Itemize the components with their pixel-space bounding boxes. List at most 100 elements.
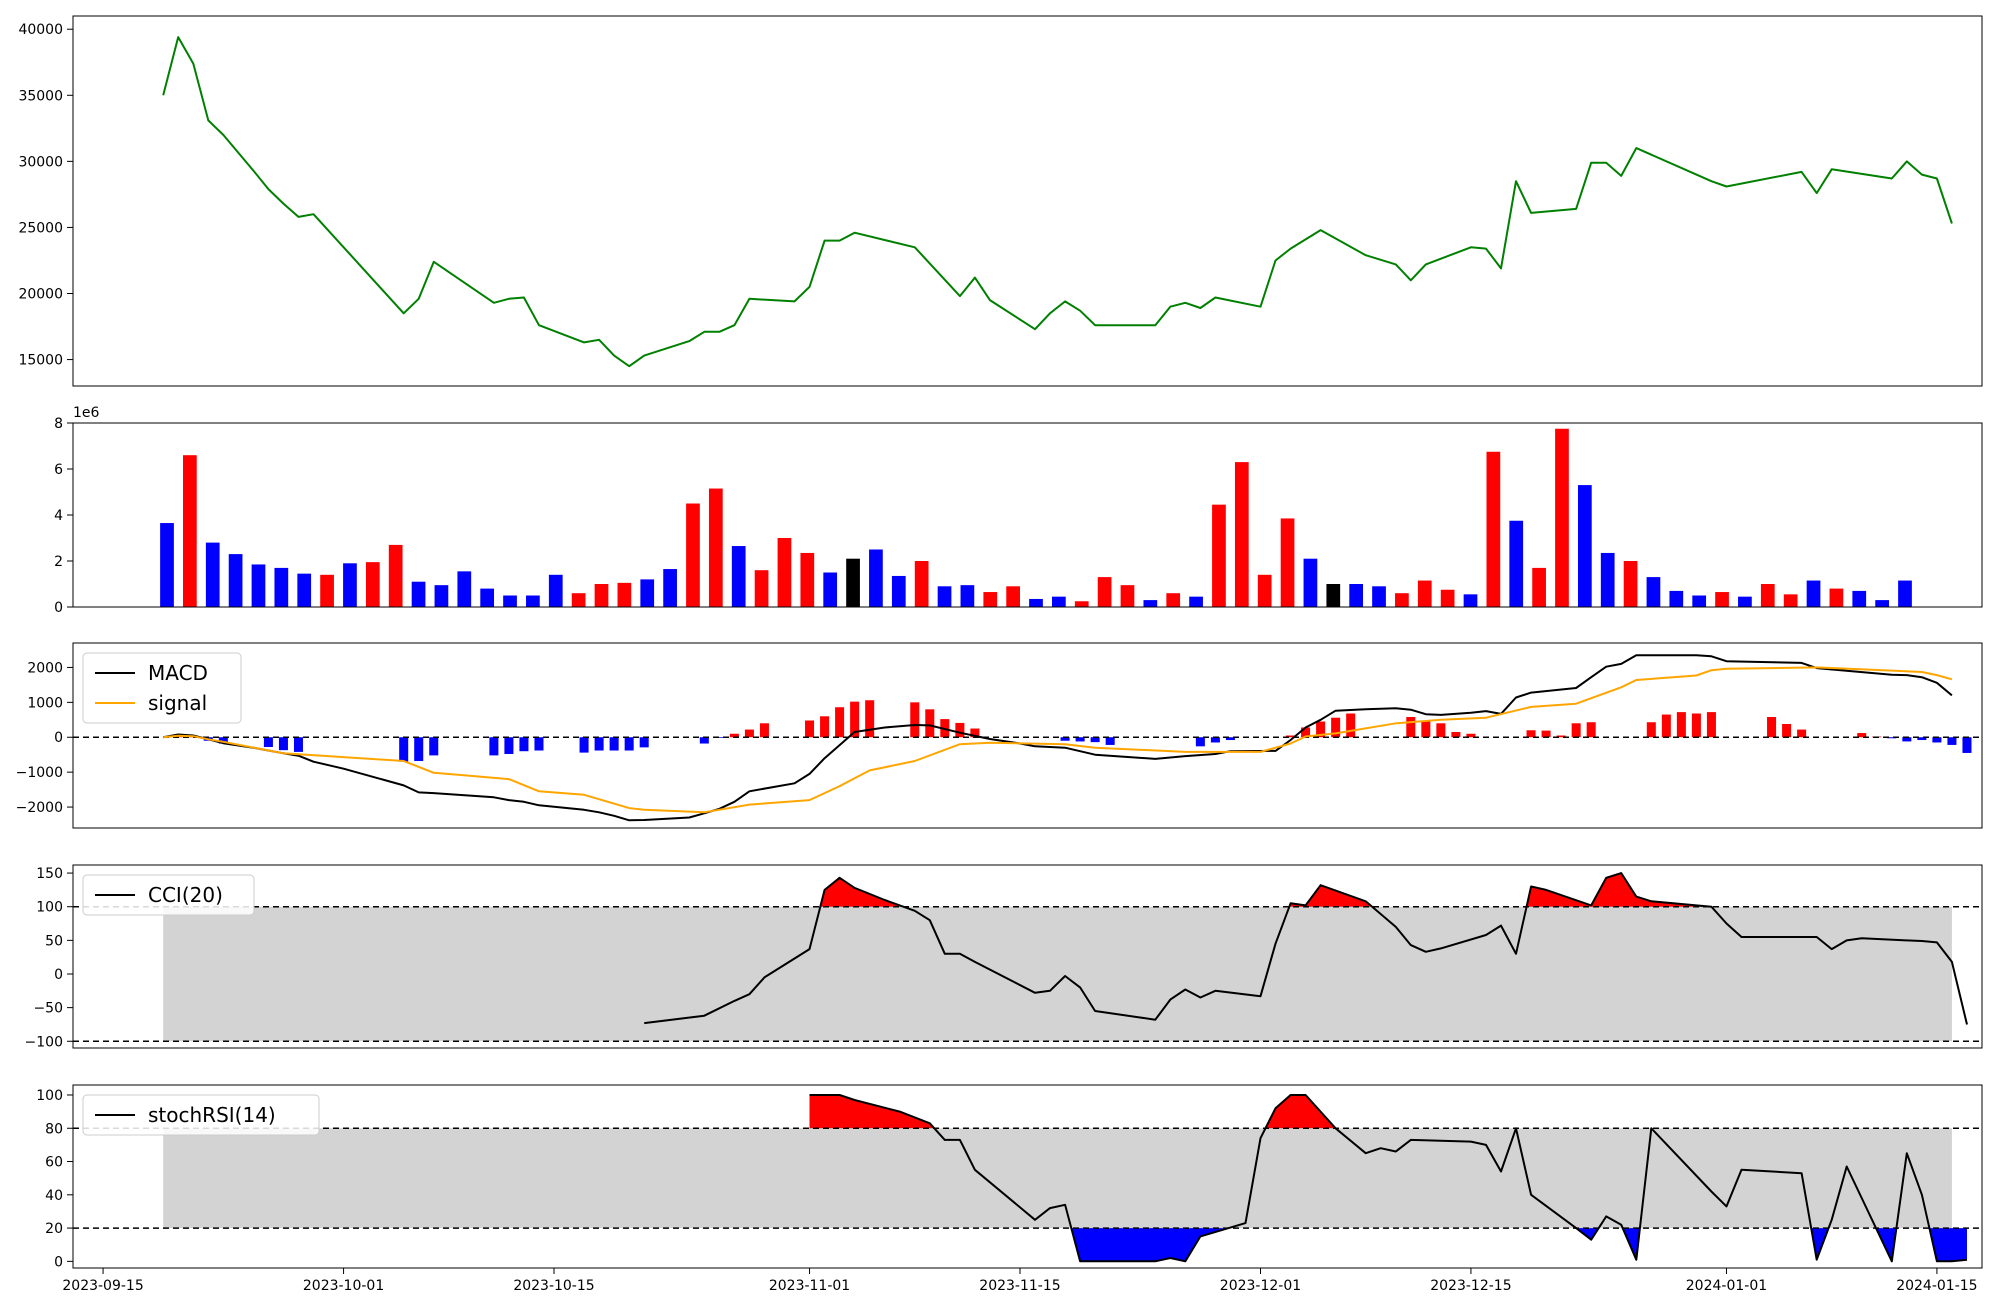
volume-bar — [571, 593, 586, 607]
volume-offset-label: 1e6 — [73, 405, 100, 421]
volume-bar — [1783, 594, 1798, 607]
cci-legend-label: CCI(20) — [148, 883, 223, 907]
macd-histogram-bar — [1887, 737, 1897, 739]
volume-bar — [480, 588, 495, 607]
macd-histogram-bar — [1782, 723, 1792, 738]
stochrsi-overbought-fill — [809, 1095, 935, 1129]
volume-bar — [983, 592, 998, 607]
stochrsi-legend-box — [82, 1094, 320, 1136]
volume-bar — [1120, 585, 1135, 607]
price-ytick-label: 20000 — [18, 287, 63, 303]
volume-bar — [617, 582, 632, 607]
volume-bar — [1738, 596, 1752, 607]
volume-bar — [1166, 593, 1181, 607]
volume-bar — [754, 570, 769, 607]
volume-bar — [686, 503, 700, 607]
macd-histogram-bar — [835, 707, 845, 738]
macd-legend-box — [82, 652, 242, 724]
macd-histogram-bar — [639, 737, 649, 748]
volume-bar — [846, 558, 860, 607]
macd-histogram-bar — [1195, 737, 1205, 747]
stochrsi-oversold-fill — [1929, 1228, 1967, 1262]
cci-ytick-label: 150 — [36, 866, 63, 882]
volume-bar — [1669, 590, 1684, 607]
volume-bar — [274, 567, 289, 607]
price-ytick-label: 15000 — [18, 353, 63, 369]
macd-histogram-bar — [1286, 735, 1296, 738]
cci-overbought-fill — [1526, 873, 1712, 907]
macd-ytick-label: 0 — [54, 730, 63, 746]
stochrsi-ytick-label: 20 — [45, 1221, 63, 1237]
macd-histogram-bar — [1301, 727, 1311, 738]
stochrsi-overbought-fill — [1265, 1095, 1336, 1129]
macd-histogram-bar — [850, 701, 860, 738]
cci-line — [644, 872, 1968, 1025]
macd-histogram-bar — [504, 737, 514, 754]
macd-ytick-label: −2000 — [16, 800, 63, 816]
signal-line — [163, 666, 1953, 814]
volume-bar — [1715, 592, 1729, 607]
price-ytick-label: 25000 — [18, 220, 63, 236]
macd-histogram-bar — [414, 737, 424, 761]
macd-histogram-bar — [1421, 720, 1431, 738]
price-line — [162, 36, 1953, 368]
x-tick-label: 2023-12-15 — [1430, 1278, 1511, 1294]
volume-bar — [891, 575, 906, 607]
cci-ytick-label: 0 — [54, 967, 63, 983]
volume-ytick-label: 2 — [54, 554, 63, 570]
macd-histogram-bar — [1586, 722, 1596, 738]
volume-bar — [1692, 595, 1707, 607]
volume-bar — [708, 488, 723, 607]
volume-bar — [1829, 588, 1844, 607]
volume-bar — [1440, 589, 1455, 607]
cci-panel: −100 −50 0 50 100 150 CCI(20) — [25, 864, 1983, 1050]
volume-bar — [1875, 600, 1889, 607]
macd-panel: −2000 −1000 0 1000 2000 MACD signal — [16, 642, 1983, 829]
macd-histogram-bar — [1075, 737, 1085, 742]
x-tick-label: 2023-12-01 — [1220, 1278, 1301, 1294]
macd-histogram-bar — [714, 737, 724, 738]
volume-ytick-label: 6 — [54, 462, 63, 478]
macd-histogram-bar — [1962, 737, 1972, 753]
volume-bar — [823, 572, 838, 607]
macd-histogram-bar — [805, 720, 815, 738]
macd-legend-label: MACD — [148, 661, 208, 685]
volume-bar — [1486, 451, 1501, 607]
volume-bar — [457, 571, 472, 607]
cci-neutral-band — [163, 906, 1952, 1042]
stochrsi-frame — [72, 1084, 1983, 1269]
macd-histogram-bar — [1451, 732, 1461, 738]
volume-bar — [1509, 520, 1524, 607]
macd-histogram-bar — [1316, 721, 1326, 738]
volume-bar — [1234, 462, 1249, 607]
macd-histogram-bar — [293, 737, 303, 752]
macd-histogram-bar — [1646, 722, 1656, 738]
macd-histogram-bar — [1857, 733, 1867, 738]
macd-histogram-bar — [1406, 717, 1416, 738]
macd-histogram-bar — [1526, 730, 1536, 738]
volume-bar — [1143, 600, 1158, 607]
price-ytick-label: 35000 — [18, 88, 63, 104]
price-ytick-label: 30000 — [18, 154, 63, 170]
macd-histogram-bar — [955, 722, 965, 738]
macd-histogram-bar — [1556, 735, 1566, 738]
macd-histogram-bar — [1691, 713, 1701, 738]
macd-histogram-bar — [1466, 733, 1476, 738]
volume-bar — [1303, 558, 1318, 607]
volume-bar — [1006, 586, 1020, 607]
volume-bar — [1760, 584, 1775, 607]
stochrsi-panel: 0 20 40 60 80 100 stochRSI(14) — [36, 1084, 1983, 1270]
volume-bar — [800, 552, 815, 607]
macd-histogram-bar — [970, 728, 980, 738]
macd-histogram-bar — [1767, 717, 1777, 738]
volume-bar — [1212, 504, 1226, 607]
macd-histogram-bar — [1661, 714, 1671, 738]
volume-bar — [960, 585, 975, 607]
macd-histogram-bar — [519, 737, 529, 752]
volume-bar — [731, 546, 746, 607]
volume-bar — [388, 544, 403, 607]
volume-bar — [343, 563, 357, 607]
macd-histogram-bar — [278, 737, 288, 751]
volume-bar — [183, 455, 197, 607]
volume-bar — [1646, 577, 1661, 607]
